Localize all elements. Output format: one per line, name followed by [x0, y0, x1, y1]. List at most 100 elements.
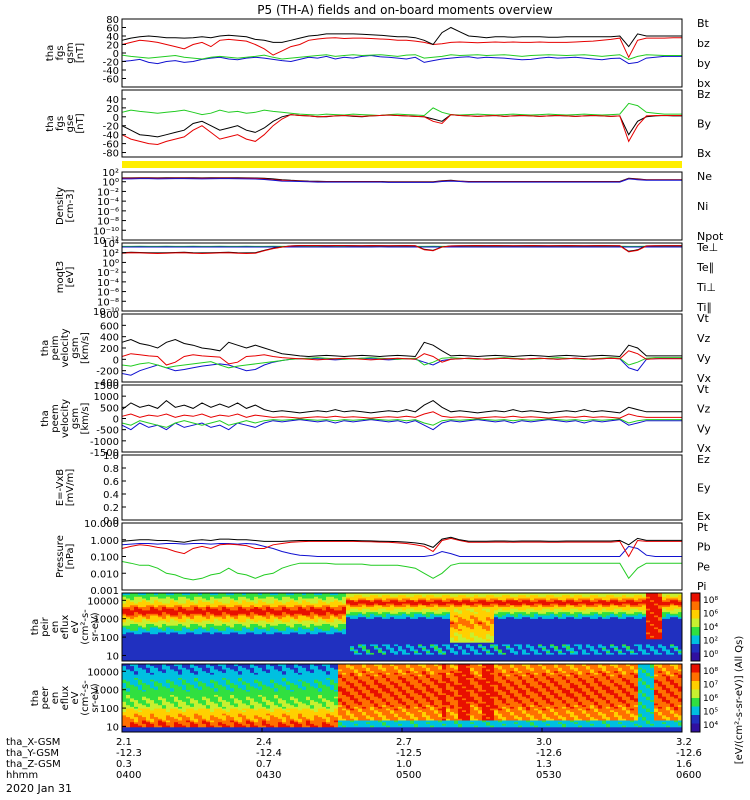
y-tick-label: -20	[103, 122, 119, 133]
spectrogram-cell	[322, 640, 327, 643]
spectrogram-cell	[402, 635, 407, 638]
spectrogram-cell	[450, 620, 455, 623]
spectrogram-cell	[430, 598, 435, 601]
spectrogram-cell	[370, 596, 375, 599]
spectrogram-cell	[170, 630, 175, 633]
spectrogram-cell	[486, 598, 491, 601]
spectrogram-cell	[190, 630, 195, 633]
spectrogram-cell	[126, 598, 131, 601]
spectrogram-cell	[486, 652, 491, 655]
spectrogram-cell	[286, 596, 291, 599]
spectrogram-cell	[274, 644, 279, 647]
spectrogram-cell	[122, 652, 127, 655]
spectrogram-cell	[354, 652, 359, 655]
spectrogram-cell	[258, 635, 263, 638]
spectrogram-cell	[494, 620, 499, 623]
spectrogram-cell	[138, 611, 143, 614]
spectrogram-cell	[470, 608, 475, 611]
spectrogram-cell	[198, 599, 203, 602]
series-line-Te⊥	[121, 245, 682, 255]
spectrogram-cell	[122, 608, 127, 611]
spectrogram-cell	[454, 652, 459, 655]
spectrogram-cell	[150, 608, 155, 611]
spectrogram-cell	[314, 608, 319, 611]
spectrogram-cell	[174, 657, 179, 660]
spectrogram-cell	[390, 594, 395, 597]
spectrogram-cell	[182, 642, 187, 645]
spectrogram-cell	[390, 599, 395, 602]
spectrogram-cell	[170, 644, 175, 647]
spectrogram-cell	[426, 630, 431, 633]
spectrogram-cell	[138, 654, 143, 657]
spectrogram-cell	[398, 633, 403, 636]
spectrogram-cell	[202, 630, 207, 633]
spectrogram-cell	[402, 603, 407, 606]
spectrogram-cell	[462, 621, 467, 624]
spectrogram-cell	[462, 603, 467, 606]
spectrogram-cell	[218, 635, 223, 638]
spectrogram-cell	[294, 647, 299, 650]
spectrogram-cell	[286, 640, 291, 643]
spectrogram-cell	[426, 598, 431, 601]
spectrogram-cell	[366, 610, 371, 613]
spectrogram-cell	[182, 606, 187, 609]
spectrogram-cell	[218, 655, 223, 658]
spectrogram-cell	[234, 632, 239, 635]
spectrogram-cell	[294, 650, 299, 653]
spectrogram-cell	[222, 650, 227, 653]
spectrogram-cell	[510, 594, 515, 597]
spectrogram-cell	[230, 611, 235, 614]
spectrogram-cell	[162, 642, 167, 645]
spectrogram-cell	[342, 632, 347, 635]
series-line-Pe	[121, 561, 682, 581]
spectrogram-cell	[366, 620, 371, 623]
spectrogram-cell	[490, 593, 495, 596]
spectrogram-cell	[290, 598, 295, 601]
spectrogram-cell	[498, 630, 503, 633]
spectrogram-cell	[378, 659, 383, 662]
spectrogram-cell	[398, 628, 403, 631]
spectrogram-cell	[258, 640, 263, 643]
spectrogram-cell	[370, 642, 375, 645]
spectrogram-cell	[438, 647, 443, 650]
spectrogram-cell	[494, 647, 499, 650]
spectrogram-cell	[466, 621, 471, 624]
spectrogram-cell	[182, 647, 187, 650]
spectrogram-cell	[398, 599, 403, 602]
spectrogram-cell	[394, 652, 399, 655]
spectrogram-cell	[430, 633, 435, 636]
spectrogram-cell	[162, 613, 167, 616]
spectrogram-cell	[154, 644, 159, 647]
spectrogram-cell	[202, 603, 207, 606]
spectrogram-cell	[242, 616, 247, 619]
spectrogram-cell	[334, 649, 339, 652]
spectrogram-cell	[478, 649, 483, 652]
spectrogram-cell	[378, 652, 383, 655]
spectrogram-cell	[334, 599, 339, 602]
spectrogram-cell	[150, 623, 155, 626]
spectrogram-cell	[418, 623, 423, 626]
spectrogram-cell	[438, 644, 443, 647]
spectrogram-cell	[490, 604, 495, 607]
spectrogram-cell	[366, 649, 371, 652]
spectrogram-cell	[386, 638, 391, 641]
spectrogram-cell	[486, 649, 491, 652]
spectrogram-cell	[234, 650, 239, 653]
spectrogram-cell	[398, 610, 403, 613]
spectrogram-cell	[430, 611, 435, 614]
spectrogram-cell	[134, 616, 139, 619]
spectrogram-cell	[262, 615, 267, 618]
spectrogram-cell	[362, 635, 367, 638]
spectrogram-cell	[374, 655, 379, 658]
spectrogram-cell	[274, 593, 279, 596]
spectrogram-cell	[442, 610, 447, 613]
spectrogram-cell	[234, 630, 239, 633]
spectrogram-cell	[298, 628, 303, 631]
spectrogram-cell	[294, 657, 299, 660]
spectrogram-cell	[474, 637, 479, 640]
spectrogram-cell	[462, 657, 467, 660]
spectrogram-cell	[314, 611, 319, 614]
spectrogram-cell	[178, 593, 183, 596]
spectrogram-cell	[450, 603, 455, 606]
